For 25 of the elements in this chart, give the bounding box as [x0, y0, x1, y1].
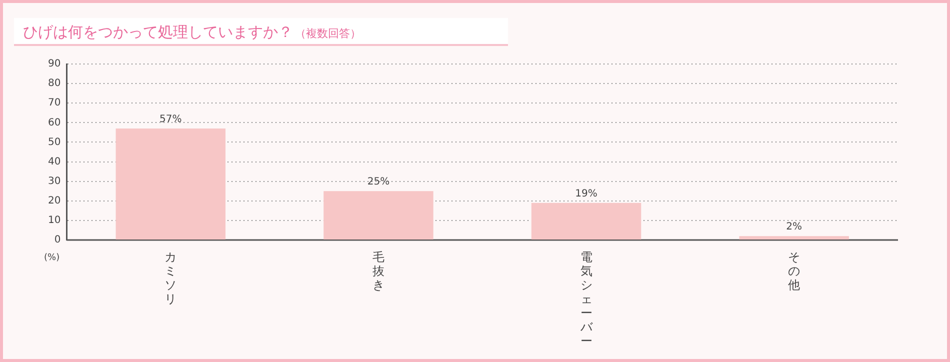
y-tick-label: 60 — [48, 117, 61, 128]
bar — [739, 236, 849, 240]
y-tick-label: 10 — [48, 215, 61, 226]
bar — [324, 191, 434, 240]
x-tick-label: その他 — [788, 250, 801, 292]
y-tick-label: 90 — [48, 58, 61, 70]
x-tick-label: 毛抜き — [372, 250, 385, 292]
bar — [116, 128, 226, 240]
y-axis-title: (%) — [44, 253, 60, 263]
chart-subtitle: （複数回答） — [295, 27, 361, 40]
data-label: 57% — [160, 114, 182, 126]
data-label: 2% — [786, 222, 802, 233]
y-tick-label: 40 — [48, 156, 61, 168]
y-tick-label: 20 — [48, 195, 61, 206]
data-label: 25% — [367, 176, 390, 188]
chart-title: ひげは何をつかって処理していますか？ — [23, 23, 293, 41]
y-tick-label: 30 — [48, 176, 61, 187]
y-tick-label: 0 — [54, 234, 61, 246]
y-tick-label: 70 — [48, 98, 61, 109]
x-tick-label: 電気シェーバー — [580, 250, 593, 348]
y-tick-label: 80 — [48, 78, 61, 90]
bar — [531, 202, 642, 240]
y-tick-label: 50 — [48, 136, 61, 148]
x-tick-label: カミソリ — [164, 250, 178, 306]
data-label: 19% — [575, 188, 598, 200]
